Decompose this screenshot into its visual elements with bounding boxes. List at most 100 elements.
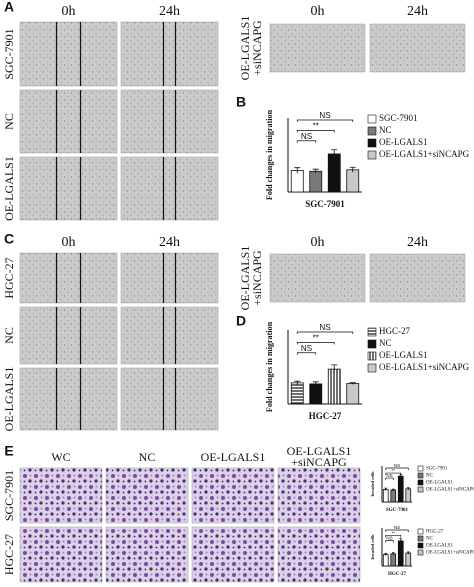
bar	[327, 153, 341, 193]
significance-bracket	[296, 331, 354, 334]
bar	[390, 489, 397, 503]
legend-swatch	[367, 363, 377, 373]
legend-swatch	[417, 528, 424, 535]
legend-swatch	[367, 339, 377, 349]
bar	[382, 488, 389, 503]
column-header: OE-LGALS1	[287, 444, 352, 458]
bar	[397, 475, 404, 503]
error-bar	[349, 382, 356, 385]
column-header: 0h	[311, 4, 325, 19]
legend-swatch	[367, 327, 377, 337]
significance-label: **	[313, 333, 320, 342]
row-label: OE-LGALS1	[2, 367, 16, 432]
row-label: OE-LGALS1	[238, 16, 252, 81]
column-header: 24h	[407, 4, 428, 19]
significance-label: NS	[301, 344, 313, 353]
row-label: HGC-27	[2, 534, 16, 575]
column-header: OE-LGALS1	[201, 450, 266, 464]
micrograph	[105, 467, 189, 524]
column-header: 24h	[407, 235, 428, 250]
micrograph	[19, 467, 103, 524]
x-axis-label: HGC-27	[309, 411, 342, 421]
panel-label: E	[4, 443, 13, 459]
legend-label: NC	[426, 474, 434, 479]
column-header: 0h	[62, 4, 76, 19]
significance-label: **	[391, 530, 395, 535]
row-label: OE-LGALS1	[2, 156, 16, 221]
legend-swatch	[417, 486, 424, 493]
micrograph	[120, 21, 219, 87]
micrograph	[269, 253, 366, 303]
bar	[309, 383, 323, 405]
row-label: +siNCAPG	[250, 20, 264, 76]
significance-label: NS	[301, 132, 313, 141]
column-header: 0h	[62, 235, 76, 250]
micrograph	[120, 252, 219, 304]
bar	[346, 169, 360, 193]
significance-label: NS	[386, 536, 392, 541]
micrograph	[19, 156, 118, 221]
micrograph	[19, 89, 118, 154]
bar	[390, 553, 397, 567]
y-axis-label: Fold changes in migration	[265, 321, 274, 412]
micrograph	[277, 526, 361, 583]
significance-bracket	[296, 352, 317, 355]
significance-label: NS	[394, 463, 400, 468]
legend-label: NC	[379, 125, 392, 135]
micrograph	[120, 306, 219, 365]
legend-swatch	[417, 535, 424, 542]
significance-bracket	[385, 477, 394, 481]
column-header: 24h	[159, 4, 180, 19]
significance-label: NS	[386, 473, 392, 478]
legend-swatch	[417, 465, 424, 472]
x-axis-label: HGC-27	[388, 572, 407, 577]
error-bar	[384, 553, 387, 556]
row-label: HGC-27	[2, 257, 16, 298]
significance-bracket	[296, 130, 335, 133]
micrograph	[19, 367, 118, 431]
legend-label: OE-LGALS1+siNCAPG	[426, 488, 474, 493]
micrograph	[269, 23, 366, 73]
error-bar	[331, 149, 338, 159]
significance-bracket	[385, 540, 394, 543]
bar	[290, 382, 304, 405]
error-bar	[294, 167, 301, 174]
column-header: +siNCAPG	[291, 455, 347, 469]
x-axis-label: SGC-7901	[386, 508, 408, 513]
legend-swatch	[367, 138, 377, 148]
error-bar	[392, 552, 395, 555]
micrograph	[120, 367, 219, 431]
error-bar	[312, 381, 319, 387]
error-bar	[392, 488, 395, 491]
legend-swatch	[367, 126, 377, 136]
bar	[346, 383, 360, 405]
bar	[405, 552, 412, 567]
legend-label: NC	[379, 338, 392, 348]
panel-label: A	[4, 0, 14, 15]
error-bar	[384, 487, 387, 491]
legend-label: OE-LGALS1	[379, 350, 428, 360]
legend-label: OE-LGALS1	[426, 481, 453, 486]
significance-bracket	[296, 119, 354, 122]
micrograph	[191, 467, 275, 524]
row-label: +siNCAPG	[250, 250, 264, 306]
column-header: WC	[51, 450, 70, 464]
legend-label: OE-LGALS1+siNCAPG	[379, 362, 470, 372]
error-bar	[349, 166, 356, 173]
micrograph	[105, 526, 189, 583]
error-bar	[331, 364, 338, 374]
significance-bracket	[385, 467, 409, 470]
significance-label: NS	[319, 323, 331, 332]
micrograph	[120, 156, 219, 221]
significance-bracket	[385, 534, 402, 538]
micrograph	[19, 306, 118, 365]
legend-swatch	[417, 472, 424, 479]
row-label: SGC-7901	[2, 470, 16, 521]
legend-label: OE-LGALS1+siNCAPG	[426, 551, 474, 556]
bar	[309, 170, 323, 193]
legend-label: NC	[426, 537, 434, 542]
legend-label: OE-LGALS1+siNCAPG	[379, 149, 470, 159]
column-header: NC	[139, 450, 156, 464]
significance-label: **	[391, 468, 395, 473]
